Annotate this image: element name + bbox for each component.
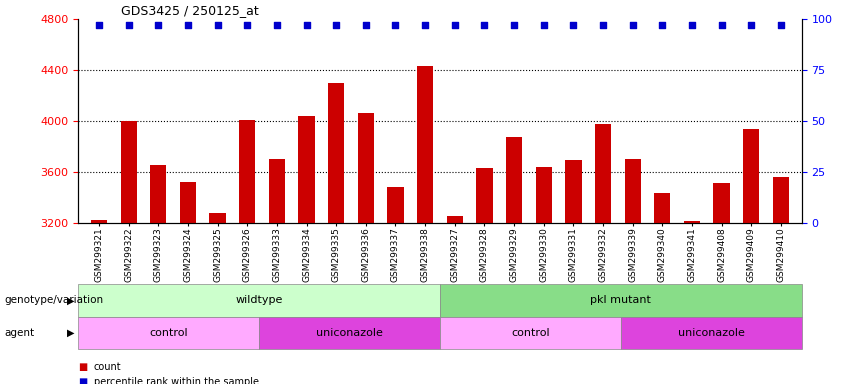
Text: agent: agent	[4, 328, 34, 338]
Point	[241, 22, 254, 28]
Point	[151, 22, 165, 28]
Point	[389, 22, 403, 28]
Bar	[684, 222, 700, 223]
Point	[270, 22, 283, 28]
Point	[359, 22, 373, 28]
Text: percentile rank within the sample: percentile rank within the sample	[94, 377, 259, 384]
Point	[655, 22, 669, 28]
Text: control: control	[150, 328, 188, 338]
Bar	[150, 166, 167, 223]
Bar	[713, 183, 730, 223]
Bar	[180, 182, 196, 223]
Text: genotype/variation: genotype/variation	[4, 295, 103, 306]
Bar	[773, 177, 789, 223]
Point	[419, 22, 432, 28]
Point	[329, 22, 343, 28]
Point	[92, 22, 106, 28]
Point	[477, 22, 491, 28]
Point	[774, 22, 788, 28]
Point	[537, 22, 551, 28]
Point	[122, 22, 135, 28]
Point	[211, 22, 225, 28]
Bar	[625, 159, 641, 223]
Text: ■: ■	[78, 362, 88, 372]
Text: uniconazole: uniconazole	[677, 328, 745, 338]
Point	[685, 22, 699, 28]
Bar	[387, 187, 403, 223]
Bar	[269, 159, 285, 223]
Bar	[417, 66, 433, 223]
Bar	[209, 213, 226, 223]
Point	[625, 22, 639, 28]
Point	[507, 22, 521, 28]
Bar	[535, 167, 552, 223]
Point	[181, 22, 195, 28]
Text: GDS3425 / 250125_at: GDS3425 / 250125_at	[121, 4, 259, 17]
Point	[300, 22, 313, 28]
Bar	[506, 137, 523, 223]
Bar	[565, 161, 581, 223]
Point	[597, 22, 610, 28]
Bar	[357, 113, 374, 223]
Point	[745, 22, 758, 28]
Bar	[239, 120, 255, 223]
Point	[448, 22, 461, 28]
Bar	[477, 168, 493, 223]
Bar	[654, 194, 671, 223]
Text: ▶: ▶	[66, 295, 74, 306]
Bar	[328, 83, 345, 223]
Text: ■: ■	[78, 377, 88, 384]
Text: pkl mutant: pkl mutant	[591, 295, 651, 306]
Text: control: control	[511, 328, 550, 338]
Bar	[299, 116, 315, 223]
Text: ▶: ▶	[66, 328, 74, 338]
Text: count: count	[94, 362, 121, 372]
Bar	[595, 124, 611, 223]
Bar	[743, 129, 759, 223]
Bar	[447, 216, 463, 223]
Text: uniconazole: uniconazole	[316, 328, 383, 338]
Point	[567, 22, 580, 28]
Text: wildtype: wildtype	[236, 295, 283, 306]
Bar	[121, 121, 137, 223]
Point	[715, 22, 728, 28]
Bar	[91, 220, 107, 223]
